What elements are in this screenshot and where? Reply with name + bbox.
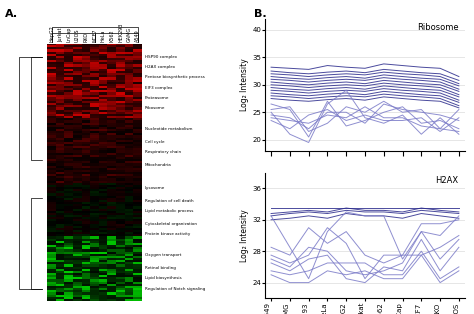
Text: Cytoskeletal organization: Cytoskeletal organization (145, 222, 197, 226)
Text: GAMG: GAMG (127, 27, 132, 42)
Text: Nucleotide metabolism: Nucleotide metabolism (145, 127, 192, 131)
Text: Protein kinase activity: Protein kinase activity (145, 232, 190, 236)
Text: Mitochondria: Mitochondria (145, 163, 171, 167)
Text: Lipid biosynthesis: Lipid biosynthesis (145, 276, 181, 280)
Text: Cell cycle: Cell cycle (145, 140, 164, 144)
Text: HEK293: HEK293 (118, 23, 123, 42)
Text: H2AX: H2AX (436, 176, 458, 186)
Text: Retinol binding: Retinol binding (145, 266, 175, 270)
Text: A.: A. (5, 9, 18, 19)
Text: Jurkat: Jurkat (58, 28, 63, 42)
Text: B.: B. (254, 9, 266, 19)
Y-axis label: Log₂ Intensity: Log₂ Intensity (240, 209, 249, 262)
Text: HSP90 complex: HSP90 complex (145, 55, 177, 59)
Text: Regulation of Notch signaling: Regulation of Notch signaling (145, 287, 205, 290)
Text: EIF3 complex: EIF3 complex (145, 86, 172, 90)
Y-axis label: Log₂ Intensity: Log₂ Intensity (240, 58, 249, 111)
Text: RKO: RKO (84, 32, 89, 42)
Text: LnCap: LnCap (66, 27, 72, 42)
Text: Oxygen transport: Oxygen transport (145, 253, 181, 257)
Text: HeLa: HeLa (101, 30, 106, 42)
Text: Ribosome: Ribosome (145, 106, 165, 110)
Text: Regulation of cell death: Regulation of cell death (145, 199, 193, 203)
Text: Lipid metabolic process: Lipid metabolic process (145, 209, 193, 213)
Text: MCF7: MCF7 (92, 29, 97, 42)
Text: Ribosome: Ribosome (417, 23, 458, 32)
Text: HepG2: HepG2 (49, 26, 54, 42)
Text: Lysosome: Lysosome (145, 186, 165, 190)
Text: Respiratory chain: Respiratory chain (145, 150, 181, 154)
Text: H2AX complex: H2AX complex (145, 65, 175, 69)
Text: A549: A549 (136, 30, 140, 42)
Text: Pentose biosynthetic process: Pentose biosynthetic process (145, 75, 204, 79)
Text: Proteasome: Proteasome (145, 96, 169, 100)
Text: K562: K562 (109, 30, 115, 42)
Text: U2OS: U2OS (75, 29, 80, 42)
